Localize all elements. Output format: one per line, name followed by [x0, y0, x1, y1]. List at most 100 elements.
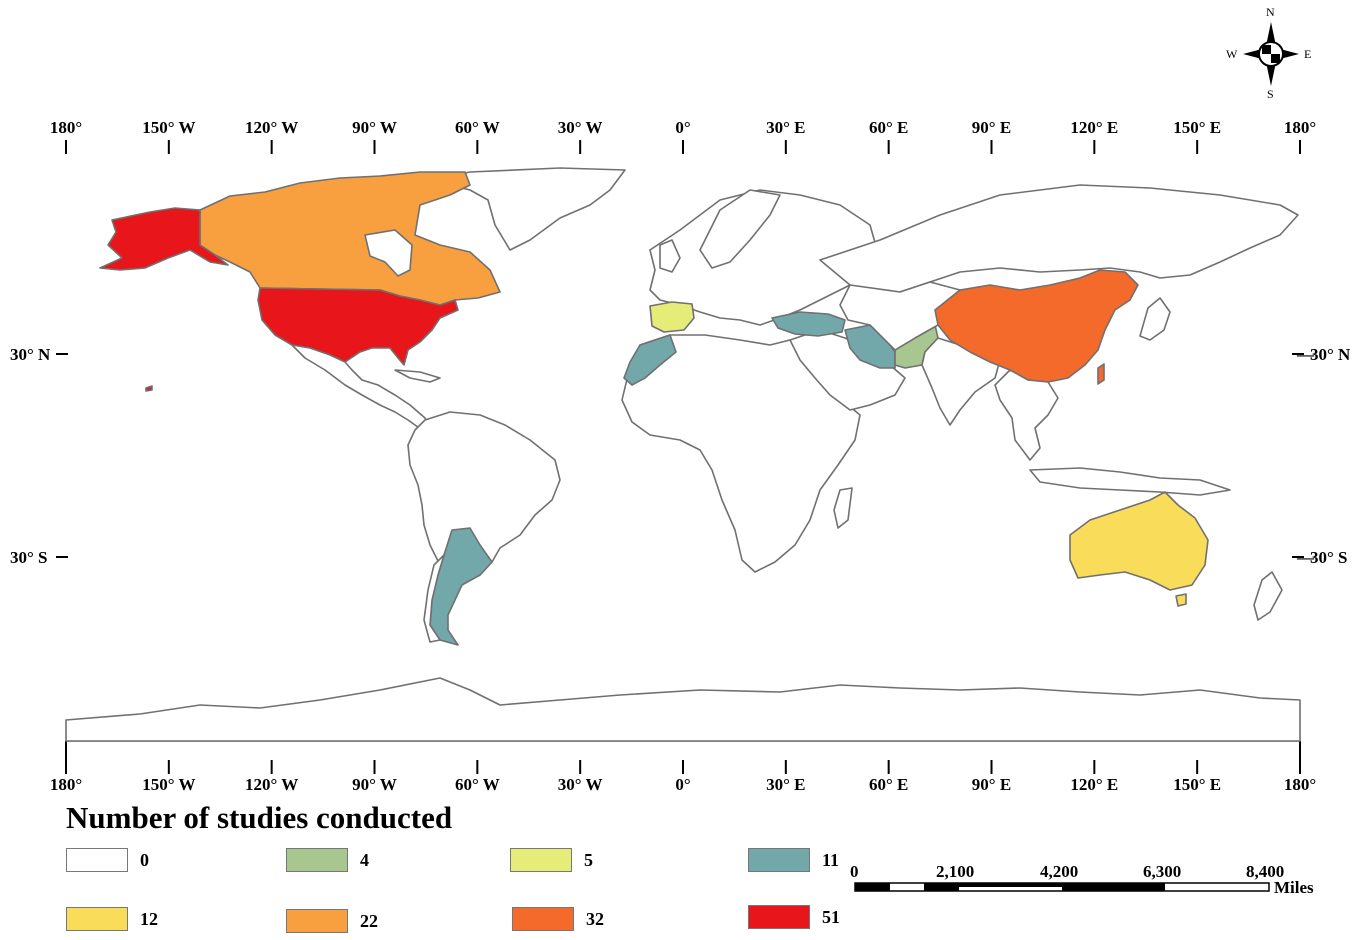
scale-tick-0: 0: [850, 862, 859, 881]
japan: [1139, 297, 1171, 341]
taiwan: [1097, 363, 1105, 385]
tasmania: [1175, 593, 1187, 607]
compass-rose: N S W E: [1226, 5, 1311, 101]
uk: [659, 239, 681, 273]
legend-label: 32: [586, 908, 604, 929]
legend-swatch: [748, 848, 810, 872]
indonesia: [1029, 467, 1231, 496]
longitude-label: 150° W: [142, 118, 195, 137]
longitude-label: 30° W: [558, 118, 603, 137]
longitude-label: 180°: [1284, 118, 1316, 137]
legend-label: 11: [822, 849, 840, 870]
longitude-label: 30° E: [766, 775, 805, 794]
morocco: [623, 334, 677, 386]
scale-unit: Miles: [1274, 878, 1314, 897]
legend-label: 0: [140, 849, 149, 870]
longitude-label: 120° W: [245, 775, 298, 794]
legend-item-22: 22: [286, 907, 378, 935]
scandinavia: [699, 189, 781, 269]
map-frame: [65, 740, 1301, 760]
scale-tick-2: 4,200: [1040, 862, 1078, 881]
russia-asia: [819, 184, 1299, 293]
legend-label: 12: [140, 908, 158, 929]
southeast-asia: [994, 369, 1059, 461]
scale-bar: 0 2,100 4,200 6,300 8,400 Miles: [850, 862, 1314, 897]
lat-label-30s-right: 30° S: [1310, 548, 1348, 567]
longitude-label: 60° E: [869, 118, 908, 137]
legend-item-0: 0: [66, 846, 149, 874]
compass-n: N: [1266, 5, 1275, 19]
legend-item-5: 5: [510, 846, 593, 874]
india: [921, 337, 1001, 426]
longitude-label: 30° W: [558, 775, 603, 794]
legend-label: 4: [360, 849, 369, 870]
legend-item-11: 11: [748, 846, 839, 874]
legend-swatch: [748, 905, 810, 929]
middle-east: [789, 329, 906, 411]
longitude-label: 0°: [675, 775, 690, 794]
longitude-label: 60° W: [455, 118, 500, 137]
legend-swatch: [66, 848, 128, 872]
australia: [1069, 491, 1209, 591]
lat-label-30n-right: 30° N: [1310, 345, 1351, 364]
central-asia: [839, 281, 961, 351]
legend-item-51: 51: [748, 903, 840, 931]
compass-e: E: [1304, 47, 1311, 61]
legend-label: 5: [584, 849, 593, 870]
longitude-label: 90° W: [352, 118, 397, 137]
scale-tick-4: 8,400: [1246, 862, 1284, 881]
longitude-label: 120° E: [1070, 118, 1118, 137]
longitude-label: 150° E: [1173, 775, 1221, 794]
legend-item-4: 4: [286, 846, 369, 874]
canada: [199, 171, 501, 306]
legend-title: Number of studies conducted: [66, 800, 453, 835]
longitude-ticks-bottom: [65, 760, 1301, 774]
africa: [621, 334, 861, 573]
longitude-label: 180°: [1284, 775, 1316, 794]
madagascar: [833, 487, 853, 529]
hawaii: [145, 385, 153, 392]
longitude-labels-top: 180° 150° W 120° W 90° W 60° W 30° W 0° 30° E 60…: [50, 118, 1316, 137]
longitude-label: 60° E: [869, 775, 908, 794]
legend-label: 51: [822, 906, 840, 927]
new-zealand: [1253, 571, 1283, 621]
svg-text:—: —: [1296, 345, 1315, 364]
legend-swatch: [66, 907, 128, 931]
longitude-label: 150° W: [142, 775, 195, 794]
legend-swatch: [286, 848, 348, 872]
hudson-bay: [364, 229, 413, 277]
longitude-label: 90° E: [972, 775, 1011, 794]
longitude-label: 150° E: [1173, 118, 1221, 137]
legend-label: 22: [360, 910, 378, 931]
longitude-labels-bottom: 180° 150° W 120° W 90° W 60° W 30° W 0° 30° E 60…: [50, 775, 1316, 794]
turkey: [771, 311, 846, 337]
legend-swatch: [286, 909, 348, 933]
longitude-label: 120° W: [245, 118, 298, 137]
legend-item-32: 32: [512, 905, 604, 933]
longitude-label: 90° W: [352, 775, 397, 794]
longitude-label: 120° E: [1070, 775, 1118, 794]
longitude-ticks-top: [65, 140, 1301, 154]
lat-label-30s-left: 30° S: [10, 548, 48, 567]
longitude-label: 30° E: [766, 118, 805, 137]
longitude-label: 180°: [50, 775, 82, 794]
compass-s: S: [1267, 87, 1274, 101]
chile: [423, 554, 445, 643]
china: [934, 269, 1139, 383]
spain: [649, 301, 695, 333]
longitude-label: 60° W: [455, 775, 500, 794]
svg-text:—: —: [1296, 548, 1315, 567]
latitude-ticks: [56, 353, 1304, 558]
united-states: [257, 287, 459, 366]
land-masses: [65, 167, 1301, 742]
scale-tick-3: 6,300: [1143, 862, 1181, 881]
caribbean: [394, 369, 441, 383]
lat-label-30n-left: 30° N: [10, 345, 51, 364]
alaska: [99, 207, 229, 271]
mexico-central-america: [291, 344, 433, 431]
legend-swatch: [510, 848, 572, 872]
longitude-label: 180°: [50, 118, 82, 137]
greenland: [429, 167, 626, 251]
longitude-label: 0°: [675, 118, 690, 137]
